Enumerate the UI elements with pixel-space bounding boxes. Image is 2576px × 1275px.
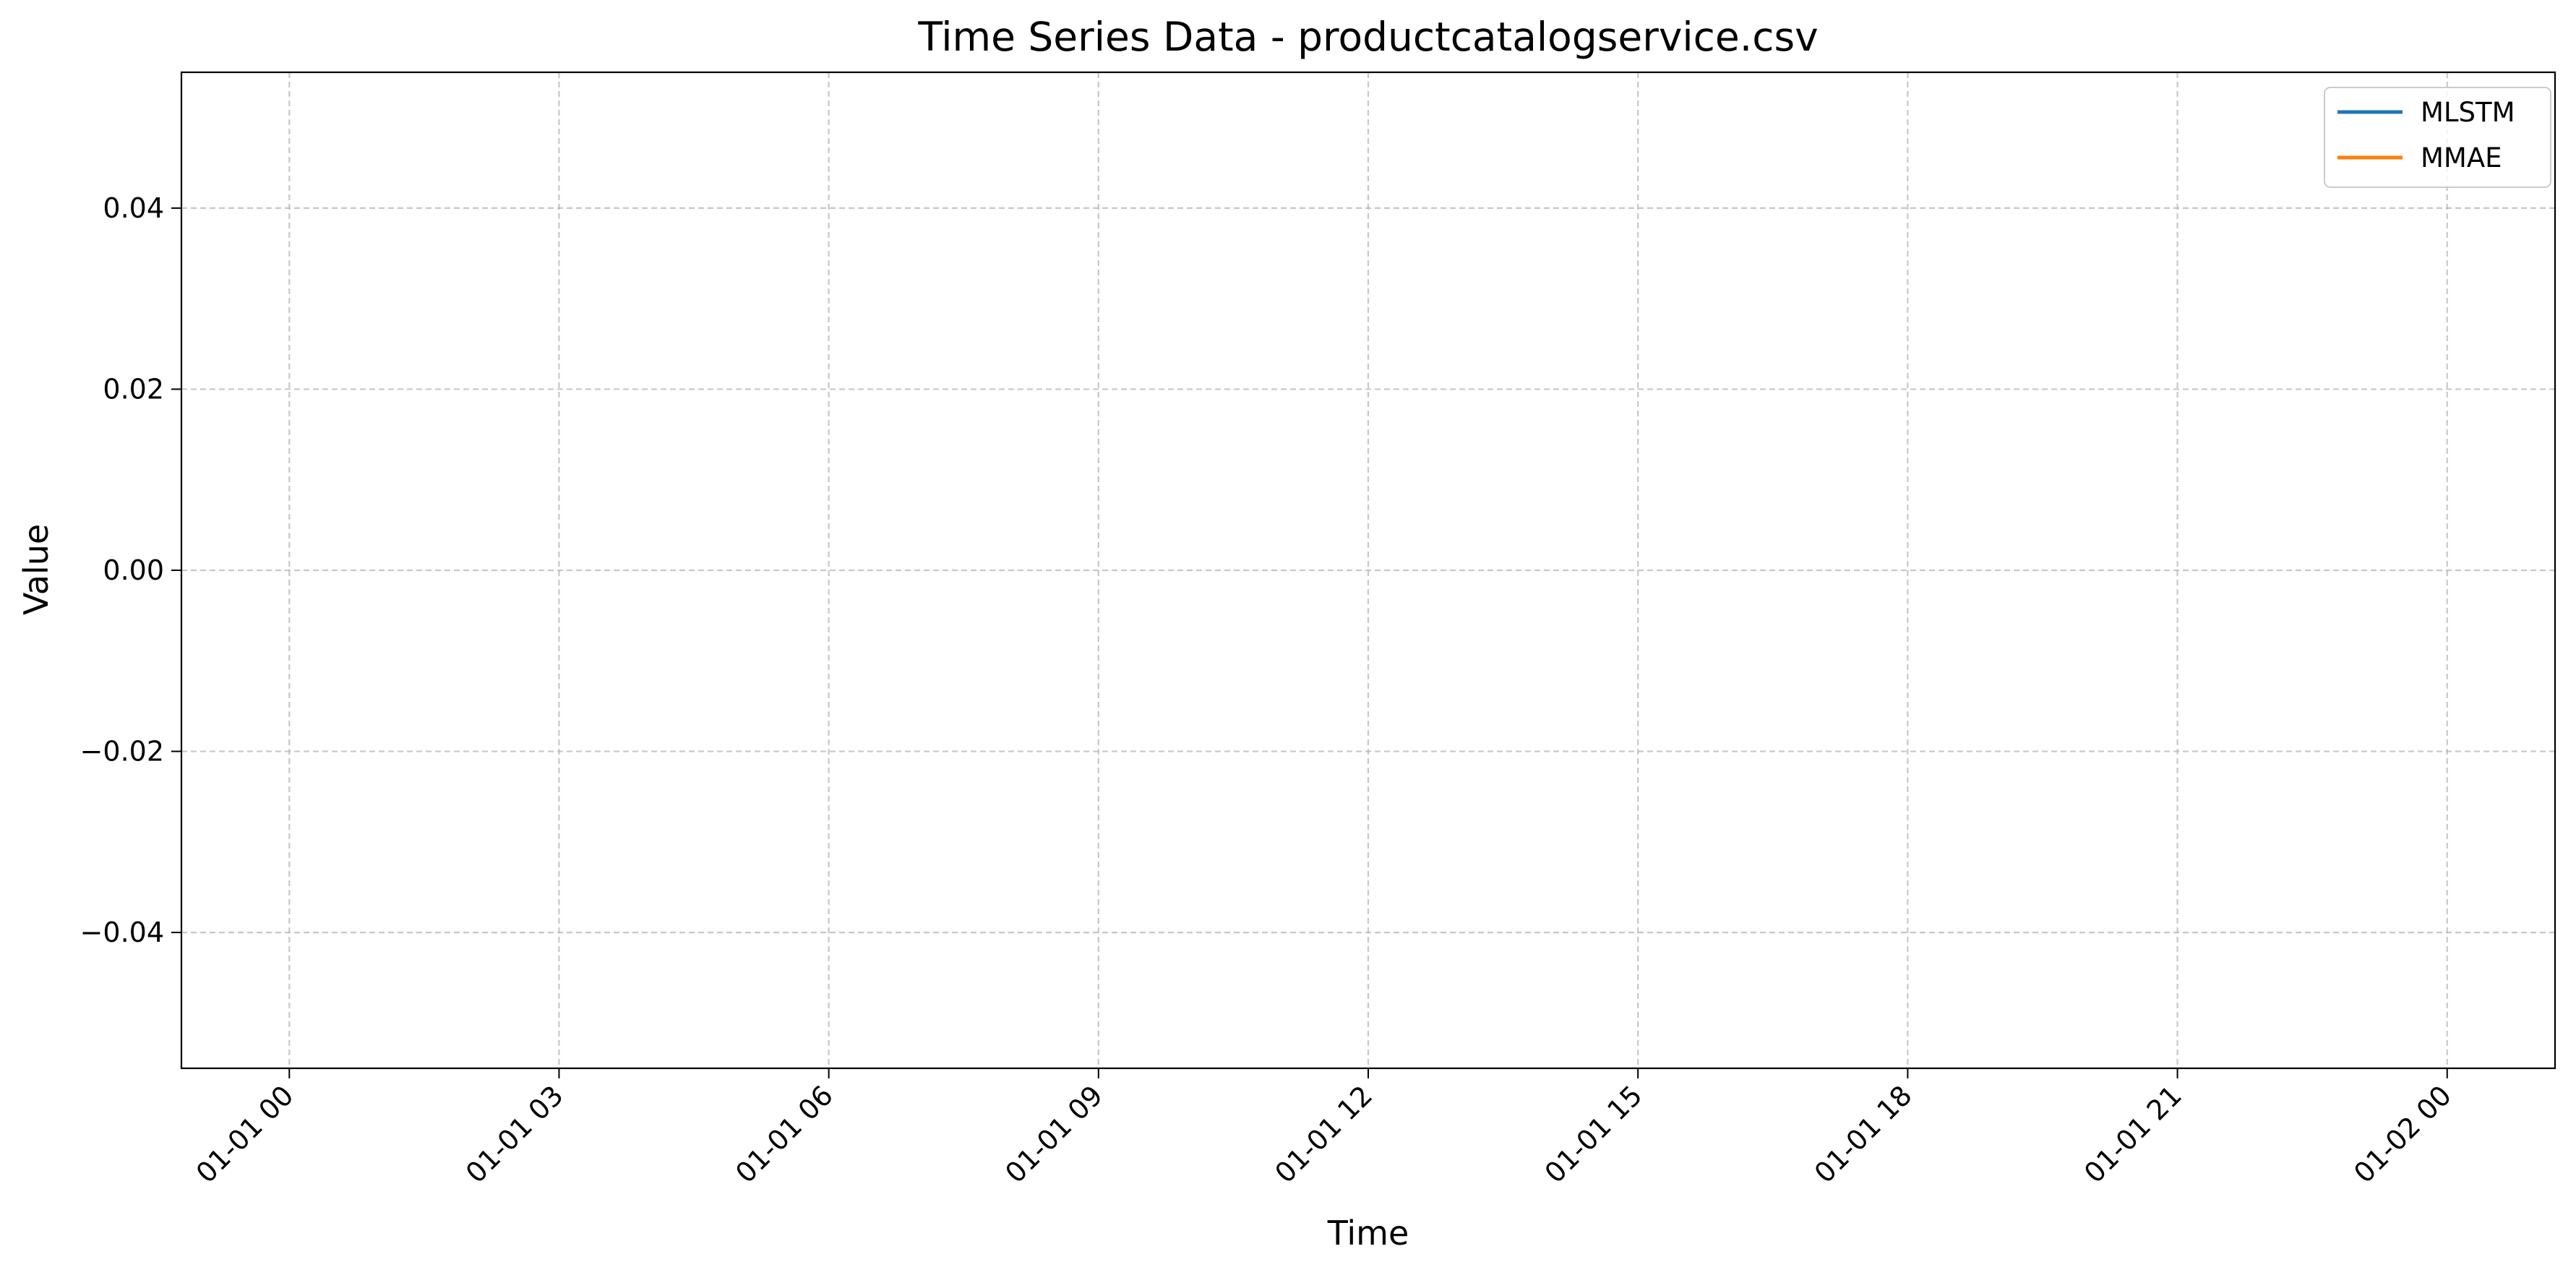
grid-lines <box>181 72 2555 1068</box>
y-axis-label: Value <box>17 524 56 615</box>
legend: MLSTM MMAE <box>2324 87 2551 188</box>
x-axis-label: Time <box>1327 1214 1409 1253</box>
y-tick-label: 0.02 <box>103 373 164 405</box>
y-tick-label: 0.00 <box>103 554 164 586</box>
chart-title: Time Series Data - productcatalogservice… <box>917 14 1818 60</box>
legend-label-mlstm: MLSTM <box>2421 97 2515 128</box>
y-axis-ticks: −0.04 −0.02 0.00 0.02 0.04 <box>80 192 181 948</box>
legend-label-mmae: MMAE <box>2421 142 2502 173</box>
y-tick-label: 0.04 <box>103 192 164 224</box>
y-tick-label: −0.04 <box>80 916 164 948</box>
y-tick-label: −0.02 <box>80 736 164 768</box>
